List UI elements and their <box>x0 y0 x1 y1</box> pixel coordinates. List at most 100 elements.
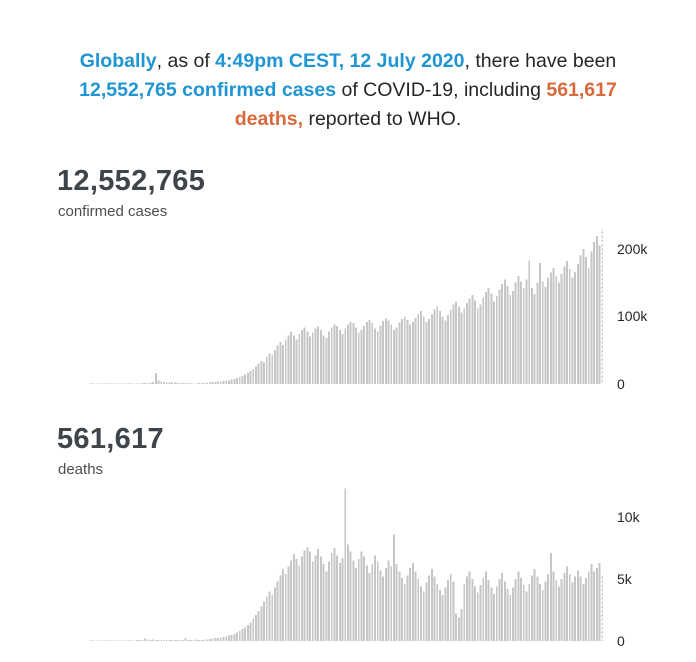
deaths-bar[interactable] <box>141 640 144 641</box>
deaths-bar[interactable] <box>314 555 317 641</box>
cases-bar[interactable] <box>100 383 103 384</box>
deaths-bar[interactable] <box>468 571 471 641</box>
deaths-bar[interactable] <box>273 587 276 641</box>
deaths-bar[interactable] <box>214 638 217 641</box>
deaths-bar[interactable] <box>322 564 325 641</box>
cases-bar[interactable] <box>447 315 449 384</box>
cases-bar[interactable] <box>241 375 244 384</box>
deaths-bar[interactable] <box>382 576 385 641</box>
deaths-bar[interactable] <box>387 560 390 641</box>
deaths-bar[interactable] <box>265 596 268 641</box>
deaths-bar[interactable] <box>276 581 279 641</box>
cases-bar[interactable] <box>576 263 579 384</box>
cases-bar[interactable] <box>463 308 466 384</box>
deaths-bar[interactable] <box>236 632 238 641</box>
deaths-bar[interactable] <box>317 549 320 641</box>
deaths-bar[interactable] <box>341 557 344 641</box>
cases-bar[interactable] <box>203 382 206 384</box>
cases-bar[interactable] <box>330 327 333 384</box>
deaths-bar[interactable] <box>533 569 536 641</box>
cases-bar[interactable] <box>260 361 263 384</box>
deaths-bar[interactable] <box>95 640 98 641</box>
cases-bar[interactable] <box>133 383 136 384</box>
deaths-bar[interactable] <box>209 638 211 641</box>
cases-bar[interactable] <box>173 382 176 384</box>
cases-bar[interactable] <box>284 340 287 384</box>
deaths-bar[interactable] <box>552 571 555 641</box>
deaths-bar[interactable] <box>525 591 528 641</box>
cases-bar[interactable] <box>517 275 520 384</box>
deaths-bar[interactable] <box>211 638 214 641</box>
deaths-bar[interactable] <box>217 637 220 641</box>
deaths-bar[interactable] <box>457 617 460 641</box>
cases-bar[interactable] <box>522 288 525 384</box>
deaths-bar[interactable] <box>447 580 449 641</box>
deaths-bar[interactable] <box>336 555 339 641</box>
deaths-bar[interactable] <box>168 639 171 641</box>
cases-bar[interactable] <box>555 275 558 384</box>
deaths-bar[interactable] <box>249 622 252 641</box>
cases-bar[interactable] <box>363 325 366 384</box>
cases-bar[interactable] <box>165 382 168 384</box>
cases-bar[interactable] <box>430 314 433 384</box>
cases-bar[interactable] <box>425 321 428 384</box>
deaths-bar[interactable] <box>403 583 406 641</box>
cases-bar[interactable] <box>187 383 190 384</box>
deaths-bar[interactable] <box>301 556 303 641</box>
cases-bar[interactable] <box>135 383 138 384</box>
deaths-bar[interactable] <box>438 590 441 641</box>
cases-bar[interactable] <box>428 319 431 384</box>
cases-bar[interactable] <box>566 261 569 384</box>
deaths-bar[interactable] <box>601 574 604 641</box>
deaths-bar[interactable] <box>493 593 495 641</box>
cases-bar[interactable] <box>98 383 101 384</box>
cases-bar[interactable] <box>495 296 498 384</box>
cases-bar[interactable] <box>160 381 163 384</box>
deaths-bar[interactable] <box>309 551 312 641</box>
deaths-bar[interactable] <box>506 588 509 641</box>
deaths-bar[interactable] <box>571 582 574 641</box>
cases-bar[interactable] <box>585 257 587 384</box>
cases-bar[interactable] <box>328 331 330 384</box>
cases-bar[interactable] <box>379 325 382 384</box>
deaths-bar[interactable] <box>268 591 271 641</box>
cases-bar[interactable] <box>233 378 236 384</box>
deaths-bar[interactable] <box>325 571 328 641</box>
deaths-bar[interactable] <box>514 579 517 641</box>
deaths-bar[interactable] <box>206 639 209 641</box>
cases-bar[interactable] <box>230 379 233 384</box>
deaths-bar[interactable] <box>420 586 422 641</box>
deaths-bar[interactable] <box>379 570 382 641</box>
cases-bar[interactable] <box>501 284 504 384</box>
cases-bar[interactable] <box>436 306 439 384</box>
cases-bar[interactable] <box>493 301 495 384</box>
cases-bar[interactable] <box>119 383 122 384</box>
deaths-bar[interactable] <box>541 590 544 641</box>
deaths-bar[interactable] <box>244 627 247 641</box>
deaths-bar[interactable] <box>390 566 393 641</box>
cases-bar[interactable] <box>217 381 220 384</box>
deaths-bar[interactable] <box>98 640 101 641</box>
deaths-bar[interactable] <box>436 583 439 641</box>
cases-bar[interactable] <box>490 293 493 384</box>
deaths-bar[interactable] <box>536 576 539 641</box>
deaths-bar[interactable] <box>222 636 225 641</box>
cases-bar[interactable] <box>357 332 360 384</box>
cases-bar[interactable] <box>536 282 539 384</box>
deaths-bar[interactable] <box>330 552 333 641</box>
cases-bar[interactable] <box>376 331 379 384</box>
cases-bar[interactable] <box>225 380 228 384</box>
deaths-bar[interactable] <box>522 585 525 641</box>
deaths-bar[interactable] <box>476 592 479 641</box>
deaths-bar[interactable] <box>181 640 184 641</box>
deaths-bar[interactable] <box>192 639 195 641</box>
deaths-bar-chart[interactable] <box>90 486 604 641</box>
deaths-bar[interactable] <box>246 624 249 641</box>
cases-bar[interactable] <box>295 339 298 384</box>
deaths-bar[interactable] <box>303 550 306 641</box>
cases-bar[interactable] <box>384 318 387 385</box>
cases-bar[interactable] <box>214 381 217 384</box>
deaths-bar[interactable] <box>295 559 298 641</box>
cases-bar[interactable] <box>503 279 506 384</box>
deaths-bar[interactable] <box>90 640 92 641</box>
